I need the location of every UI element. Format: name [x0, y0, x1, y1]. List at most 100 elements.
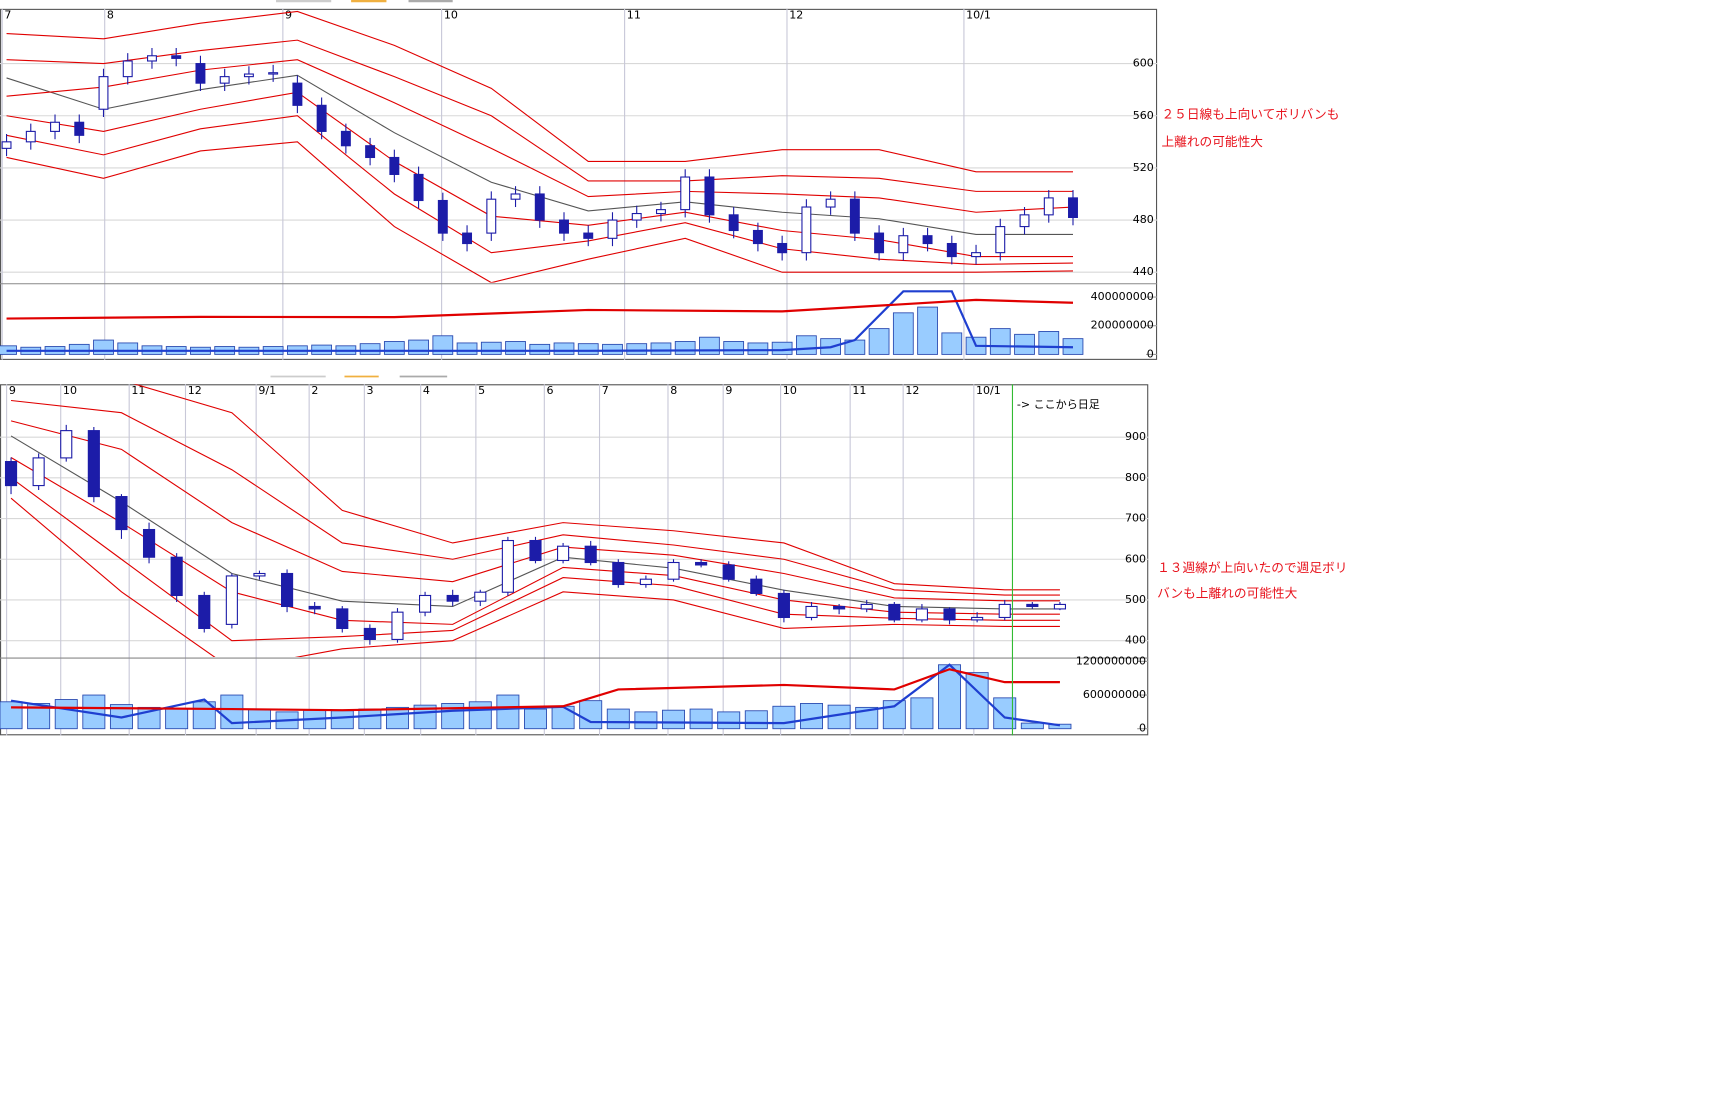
volume-bar — [68, 343, 90, 355]
candle-body — [655, 209, 666, 215]
candle-body — [915, 608, 928, 621]
candle-body — [849, 198, 860, 234]
candle-body — [722, 564, 735, 580]
volume-bar — [989, 328, 1011, 355]
x-tick-label: 9 — [725, 384, 732, 397]
candle-body — [695, 561, 708, 566]
y-tick-label: 800 — [1125, 471, 1146, 484]
volume-line — [6, 298, 1074, 320]
candle-body — [25, 130, 36, 143]
y-tick-label: 560 — [1133, 109, 1154, 122]
candle-body — [32, 457, 45, 487]
candle-body — [639, 578, 652, 586]
volume-bar — [800, 703, 823, 730]
candle-body — [631, 212, 642, 221]
candle-body — [801, 206, 812, 254]
volume-bar — [855, 706, 879, 730]
volume-bar — [606, 708, 630, 730]
band-line — [6, 115, 1074, 265]
candle-body — [115, 496, 128, 531]
volume-bar — [383, 341, 405, 355]
volume-bar — [674, 341, 696, 355]
volume-bar — [892, 312, 914, 355]
candle-body — [612, 561, 625, 586]
x-tick-label: 11 — [131, 384, 145, 397]
y-tick-label: 900 — [1125, 430, 1146, 443]
candle-body — [1043, 197, 1054, 216]
candle-body — [1, 141, 12, 149]
volume-bar — [882, 700, 906, 730]
candle-body — [1068, 197, 1078, 219]
volume-bar — [165, 708, 189, 730]
volume-bar — [330, 710, 354, 730]
candle-body — [413, 173, 424, 202]
annotation: １３週線が上向いたので週足ボリ — [1157, 560, 1347, 575]
x-tick-label: 9/1 — [258, 384, 276, 397]
y-tick-label: 500 — [1125, 593, 1146, 606]
candle-body — [750, 578, 763, 594]
volume-bar — [717, 711, 741, 730]
candle-body — [171, 55, 182, 59]
candle-body — [1019, 214, 1030, 228]
y-tick-label: 1200000000 — [1076, 654, 1146, 667]
candle-body — [704, 176, 715, 216]
y-tick-label: 400 — [1125, 634, 1146, 647]
y-tick-label: 0 — [1139, 722, 1146, 735]
candle-body — [60, 430, 73, 459]
chart-panel: 440 480 520 560 600 7 8 9 10 11 12 10/1 0 200000000 40… — [0, 8, 1158, 360]
candle-body — [98, 76, 109, 110]
candle-body — [87, 430, 100, 498]
candle-body — [777, 592, 790, 619]
volume-bar — [529, 343, 551, 355]
volume-bar — [480, 341, 502, 355]
candle-body — [268, 72, 279, 75]
band-line — [10, 477, 1060, 642]
volume-bar — [747, 342, 769, 355]
volume-bar — [1014, 333, 1035, 355]
volume-bar — [650, 342, 672, 355]
volume-bar — [27, 703, 51, 730]
candle-body — [583, 232, 594, 239]
candle-body — [308, 605, 321, 610]
price-group — [1, 10, 1078, 283]
candle-body — [557, 545, 570, 562]
candle-body — [195, 63, 206, 84]
volume-bar — [938, 664, 962, 730]
volume-group — [0, 663, 1072, 730]
candle-body — [50, 121, 60, 132]
candle-body — [419, 594, 432, 613]
x-tick-label: 11 — [627, 8, 641, 21]
y-tick-label: 520 — [1133, 161, 1154, 174]
volume-bar — [220, 694, 244, 730]
volume-bar — [408, 339, 429, 355]
candle-body — [667, 561, 680, 580]
candle-body — [363, 627, 376, 640]
x-tick-label: 5 — [478, 384, 485, 397]
volume-bar — [579, 700, 603, 730]
x-tick-label: 12 — [905, 384, 919, 397]
x-tick-label: 10 — [444, 8, 458, 21]
candle-body — [995, 226, 1006, 254]
volume-bar — [117, 342, 139, 355]
candle-body — [292, 82, 303, 106]
y-tick-label: 400000000 — [1091, 290, 1154, 303]
volume-bar — [359, 343, 381, 355]
volume-bar — [93, 339, 114, 355]
candle-body — [728, 214, 739, 232]
band-line — [6, 10, 1073, 173]
candle-body — [971, 252, 982, 258]
candle-body — [680, 176, 691, 211]
candle-body — [825, 198, 836, 208]
x-tick-label: 10 — [783, 384, 797, 397]
annotation: 上離れの可能性大 — [1162, 134, 1264, 149]
volume-bar — [524, 708, 547, 730]
x-tick-label: 11 — [852, 384, 866, 397]
candle-body — [437, 199, 448, 234]
volume-bar — [662, 709, 685, 730]
x-tick-label: 10/1 — [966, 8, 991, 21]
y-tick-label: 600000000 — [1083, 688, 1146, 701]
candle-body — [998, 603, 1011, 619]
